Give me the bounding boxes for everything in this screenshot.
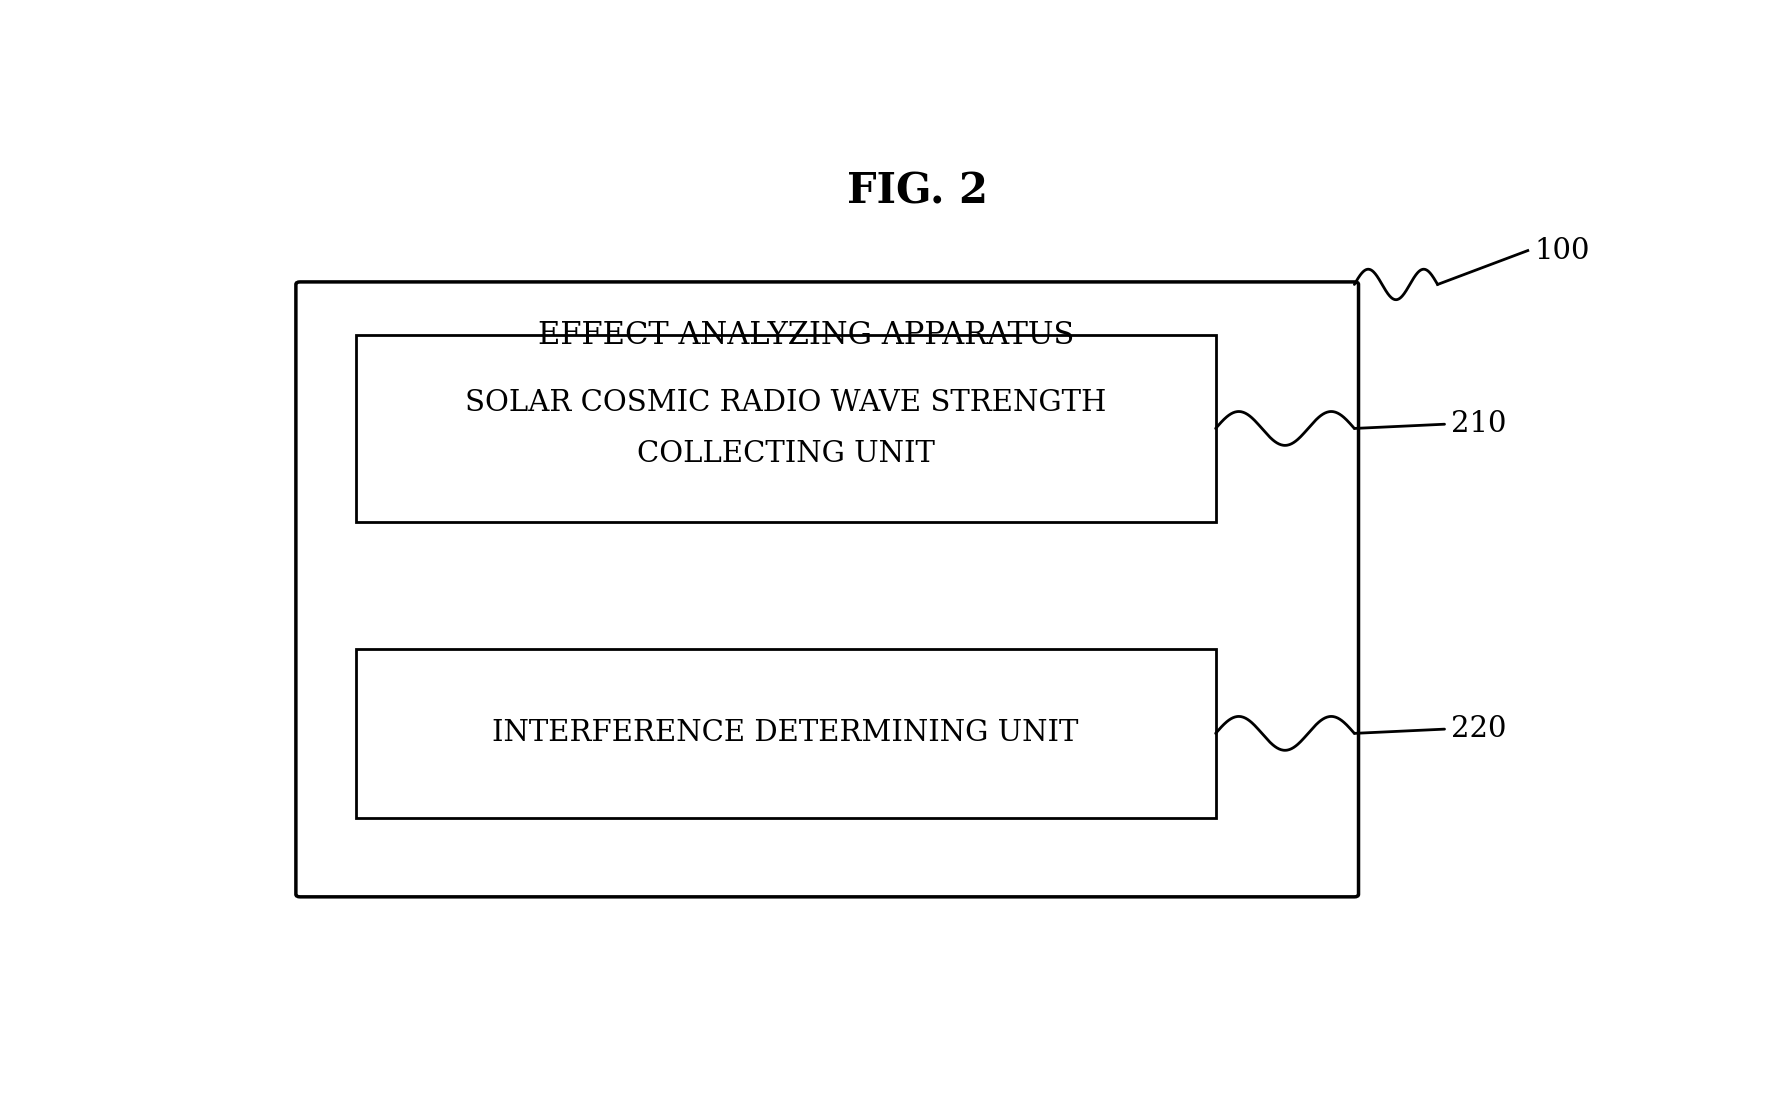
FancyBboxPatch shape — [356, 336, 1215, 521]
FancyBboxPatch shape — [295, 282, 1358, 896]
Text: 100: 100 — [1533, 236, 1589, 265]
Text: INTERFERENCE DETERMINING UNIT: INTERFERENCE DETERMINING UNIT — [492, 719, 1079, 747]
Text: COLLECTING UNIT: COLLECTING UNIT — [637, 440, 934, 467]
Text: EFFECT ANALYZING APPARATUS: EFFECT ANALYZING APPARATUS — [538, 320, 1073, 351]
FancyBboxPatch shape — [356, 649, 1215, 818]
Text: SOLAR COSMIC RADIO WAVE STRENGTH: SOLAR COSMIC RADIO WAVE STRENGTH — [465, 389, 1106, 417]
Text: 220: 220 — [1451, 715, 1506, 744]
Text: FIG. 2: FIG. 2 — [846, 170, 988, 212]
Text: 210: 210 — [1451, 410, 1506, 438]
